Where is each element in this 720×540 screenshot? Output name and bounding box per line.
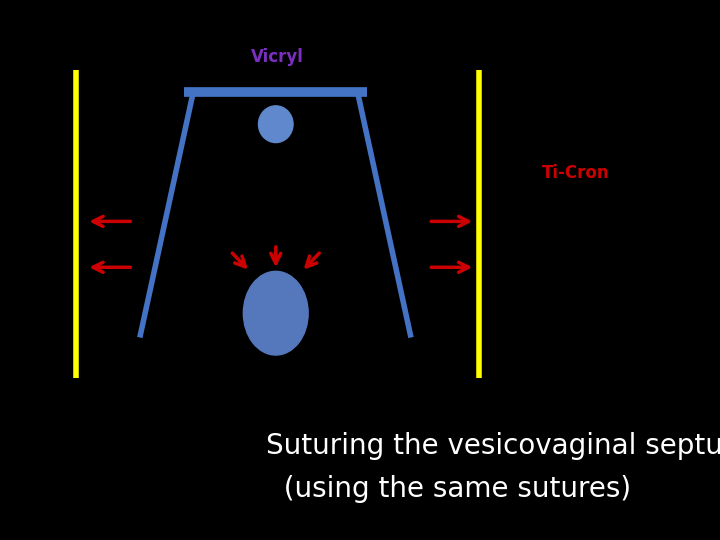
Text: Ti-Cron: Ti-Cron xyxy=(542,164,610,182)
Text: (using the same sutures): (using the same sutures) xyxy=(266,475,631,503)
Ellipse shape xyxy=(243,271,308,355)
Ellipse shape xyxy=(258,106,293,143)
Text: Suturing the vesicovaginal septum: Suturing the vesicovaginal septum xyxy=(266,431,720,460)
Text: Vicryl: Vicryl xyxy=(251,48,304,66)
